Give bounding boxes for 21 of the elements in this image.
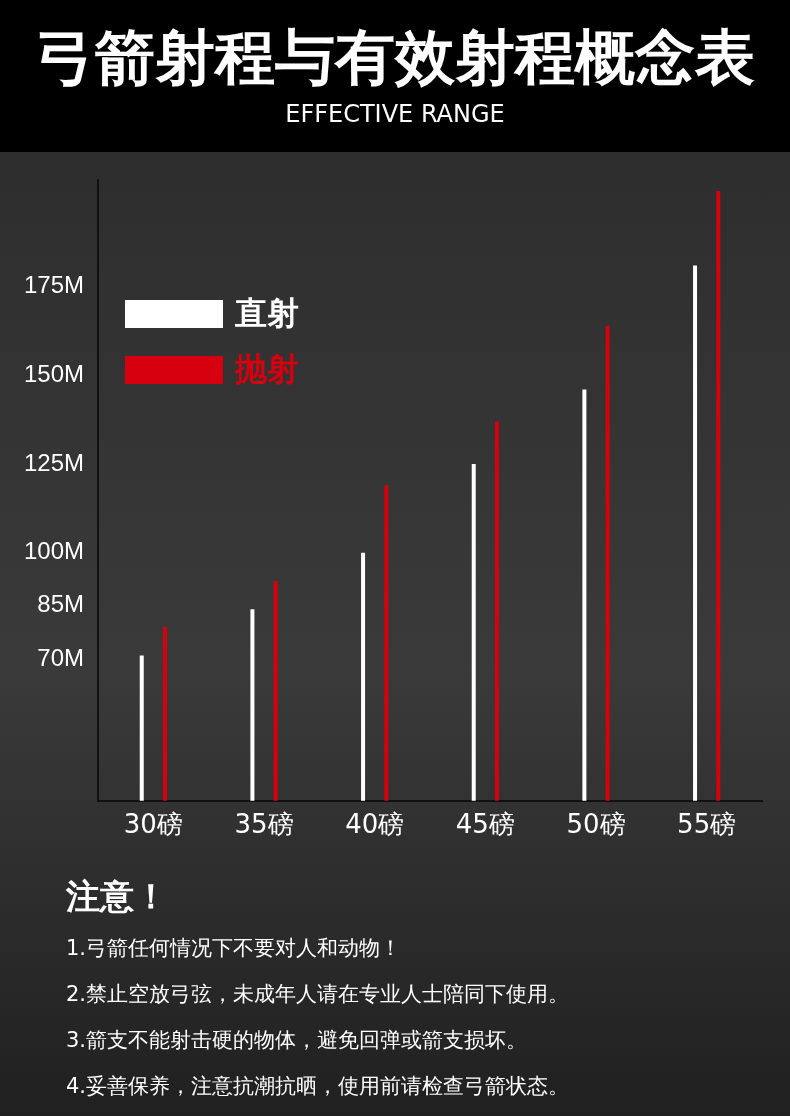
x-tick-label: 50磅 <box>566 809 626 840</box>
y-tick-label: 175M <box>23 271 85 299</box>
x-tick-label: 45磅 <box>455 809 515 840</box>
legend-label: 直射 <box>235 293 299 334</box>
text: 注意！ <box>66 875 169 918</box>
chart-subtitle: EFFECTIVE RANGE <box>284 100 506 128</box>
y-tick-label: 150M <box>23 360 85 388</box>
y-tick-label: 100M <box>23 537 85 565</box>
x-tick-label: 40磅 <box>345 809 405 840</box>
text: 1.弓箭任何情况下不要对人和动物！ <box>66 935 403 962</box>
chart-title: 弓箭射程与有效射程概念表 <box>34 21 756 92</box>
text: 3.箭支不能射击硬的物体，避免回弹或箭支损坏。 <box>66 1027 529 1054</box>
text: 2.禁止空放弓弦，未成年人请在专业人士陪同下使用。 <box>66 981 571 1008</box>
x-tick-label: 55磅 <box>677 809 737 840</box>
y-tick-label: 70M <box>37 643 85 671</box>
x-tick-label: 30磅 <box>123 809 183 840</box>
y-tick-label: 125M <box>23 448 85 476</box>
y-tick-label: 85M <box>37 590 85 618</box>
x-tick-label: 35磅 <box>234 809 294 840</box>
text: 4.妥善保养，注意抗潮抗晒，使用前请检查弓箭状态。 <box>66 1073 571 1100</box>
legend-label: 抛射 <box>235 349 299 390</box>
